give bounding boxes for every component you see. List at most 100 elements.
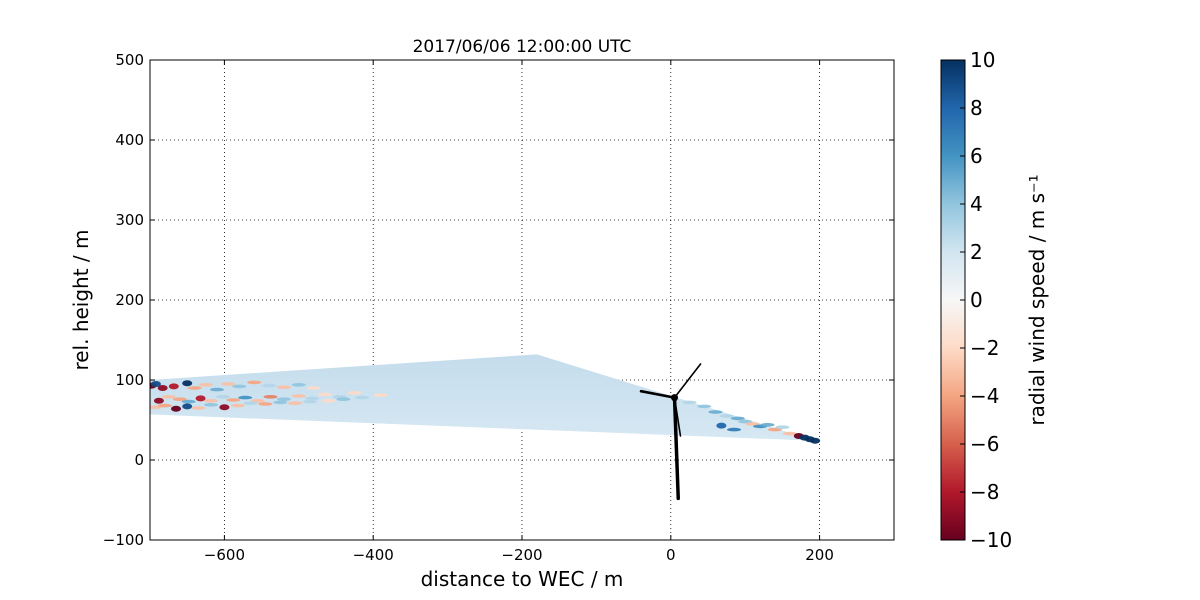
scan-region [150,354,816,441]
data-point [226,398,241,402]
colorbar-tick-label: −10 [970,528,1012,552]
data-point [153,397,164,404]
data-point [373,393,388,398]
x-axis-label: distance to WEC / m [421,567,624,591]
data-point [250,399,265,403]
colorbar-label: radial wind speed / m s⁻¹ [1025,174,1049,425]
data-point [321,399,336,403]
data-point [204,399,219,403]
chart-title: 2017/06/06 12:00:00 UTC [413,37,632,57]
data-point [745,422,760,426]
data-point [727,427,742,432]
y-tick-label: 0 [134,451,144,469]
data-point [708,410,723,414]
data-point [198,383,213,387]
y-tick-label: 300 [115,211,144,229]
data-point [355,395,370,400]
colorbar-tick-label: 4 [970,192,983,216]
data-point [276,385,291,390]
y-tick-label: 500 [115,51,144,69]
data-point [187,386,202,390]
data-point [306,386,321,390]
data-point [209,387,224,392]
data-point [195,395,206,402]
data-point [302,399,317,404]
data-point [238,395,253,400]
data-point [775,425,790,430]
data-point [767,427,782,432]
y-tick-label: 100 [115,371,144,389]
data-point [161,395,176,399]
colorbar-tick-label: 10 [970,48,995,72]
data-point [150,381,161,387]
data-point [262,383,277,388]
data-point [243,401,258,406]
x-tick-label: 0 [666,546,676,564]
colorbar-tick-label: 0 [970,288,983,312]
data-point [317,392,332,397]
turbine-blade [673,396,682,437]
data-point [182,380,193,387]
data-point [221,382,236,386]
turbine-hub [671,394,679,402]
data-point [276,397,291,402]
colorbar-tick-label: −2 [970,336,999,360]
colorbar-tick-label: −8 [970,480,999,504]
data-point [263,395,278,399]
y-tick-label: −100 [103,531,144,549]
colorbar-tick-label: −4 [970,384,999,408]
data-point [719,414,734,418]
y-ticks: −100 0 100 200 300 400 500 [103,51,894,549]
data-point [288,401,303,406]
data-point [157,403,172,408]
data-point [782,431,797,436]
y-tick-label: 200 [115,291,144,309]
wind-turbine [639,363,702,501]
x-tick-label: −200 [501,546,542,564]
turbine-tower [672,395,680,501]
data-point [291,383,306,387]
scan-polygon [150,354,816,441]
y-tick-label: 400 [115,131,144,149]
x-ticks: −600 −400 −200 0 200 [204,60,834,564]
data-point [258,402,273,406]
data-point [168,383,179,390]
colorbar-ticks: 10 8 6 4 2 0 −2 −4 −6 −8 −10 [960,48,1012,552]
data-point [730,416,745,421]
data-point [738,419,753,424]
colorbar-tick-label: −6 [970,432,999,456]
data-point [182,403,193,410]
data-point [232,384,247,389]
plot-area: −600 −400 −200 0 200 −100 0 100 200 300 400 500 [103,51,895,564]
data-point [157,385,168,391]
data-point [247,380,262,385]
data-point [219,404,230,411]
data-point [697,404,712,409]
data-point [230,403,245,408]
data-point [347,391,362,395]
y-axis-label: rel. height / m [69,229,93,370]
data-points [150,380,821,444]
data-point [305,396,320,401]
data-point [291,394,306,398]
data-point [181,399,196,404]
x-tick-label: 200 [805,546,834,564]
data-point [171,405,182,412]
turbine-blade [673,363,702,399]
colorbar-tick-label: 6 [970,144,983,168]
data-point [760,423,775,427]
data-point [215,395,230,399]
data-point [273,400,288,405]
data-point [810,437,821,444]
colorbar: 10 8 6 4 2 0 −2 −4 −6 −8 −10 radial wind speed / m… [940,48,1049,552]
colorbar-tick-label: 8 [970,96,983,120]
data-point [336,397,351,402]
data-point [716,422,727,429]
data-point [682,400,697,405]
data-point [204,403,219,407]
x-tick-label: −400 [353,546,394,564]
data-point [172,397,187,402]
data-point [191,406,206,410]
turbine-blade [639,389,676,399]
